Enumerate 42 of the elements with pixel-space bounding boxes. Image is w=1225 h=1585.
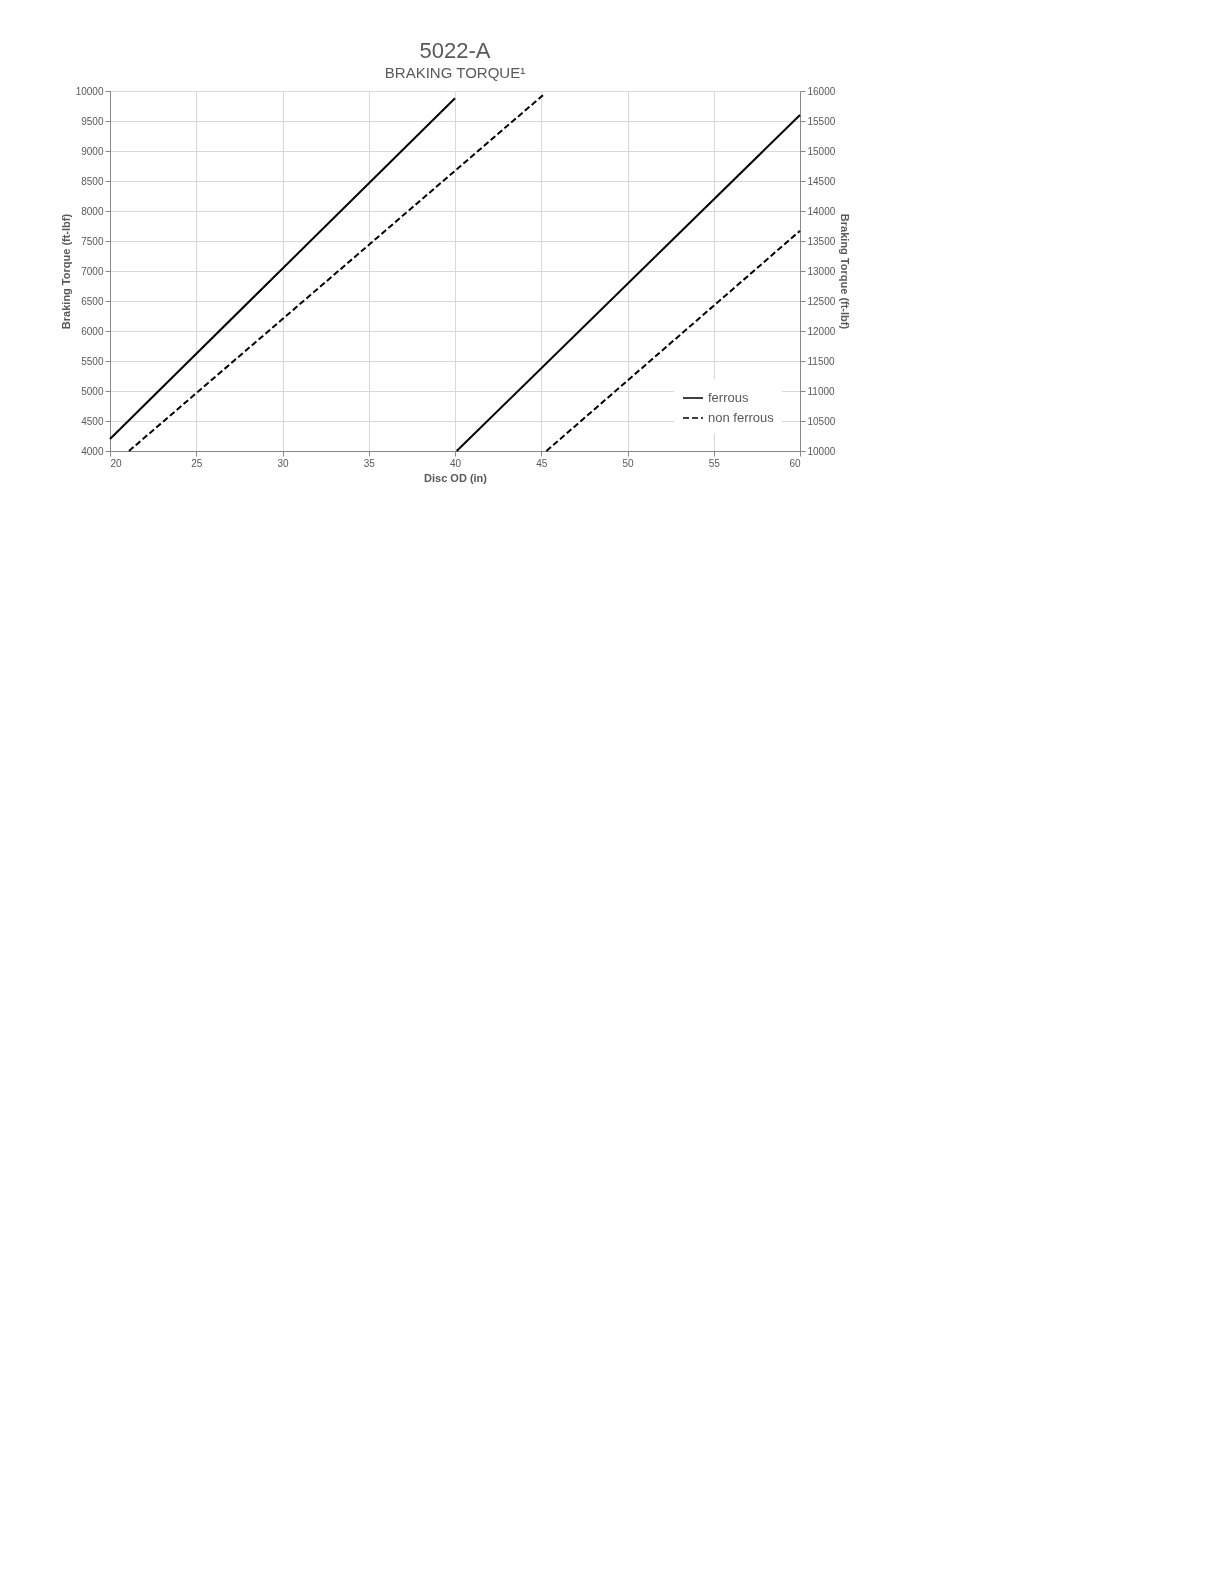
x-tick-label: 25 [191,457,203,469]
y-tick-label: 9000 [81,145,104,157]
y2-tick-label: 11000 [807,385,835,397]
y-tick-label: 5500 [81,355,104,367]
y-tick-label: 4500 [81,415,104,427]
y-tick-label: 6000 [81,325,104,337]
x-tick-label: 40 [449,457,462,469]
y2-tick-label: 13000 [807,265,836,277]
y-tick-label: 4000 [81,445,104,457]
x-axis-title: Disc OD (in) [424,471,488,484]
y2-tick-label: 14000 [807,205,836,217]
y2-axis-title: Braking Torque (ft-lbf) [839,213,852,330]
y-tick-label: 10000 [75,85,104,97]
x-tick-label: 50 [622,457,634,469]
y2-tick-label: 15000 [807,145,836,157]
y2-tick-label: 13500 [807,235,836,247]
y-tick-label: 7500 [81,235,104,247]
y-tick-label: 9500 [81,115,104,127]
y-axis-title: Braking Torque (ft-lbf) [59,213,72,330]
y-tick-label: 8000 [81,205,104,217]
x-tick-label: 35 [363,457,376,469]
x-tick-label: 30 [277,457,289,469]
legend-label: non ferrous [708,410,775,425]
x-tick-label: 55 [708,457,721,469]
y-tick-label: 6500 [81,295,104,307]
y2-tick-label: 10500 [807,415,836,427]
chart-subtitle: BRAKING TORQUE¹ [384,64,526,81]
y-tick-label: 5000 [81,385,104,397]
y-tick-label: 8500 [81,175,104,187]
x-tick-label: 45 [536,457,548,469]
y2-tick-label: 14500 [807,175,836,187]
x-tick-label: 60 [789,457,801,469]
y2-tick-label: 16000 [807,85,836,97]
y2-tick-label: 11500 [807,355,835,367]
y-tick-label: 7000 [81,265,104,277]
y2-tick-label: 12000 [807,325,836,337]
y2-tick-label: 12500 [807,295,836,307]
y2-tick-label: 10000 [807,445,836,457]
y2-tick-label: 15500 [807,115,836,127]
x-tick-label: 20 [110,457,123,469]
legend-label: ferrous [708,390,749,405]
chart-title: 5022-A [419,38,491,63]
